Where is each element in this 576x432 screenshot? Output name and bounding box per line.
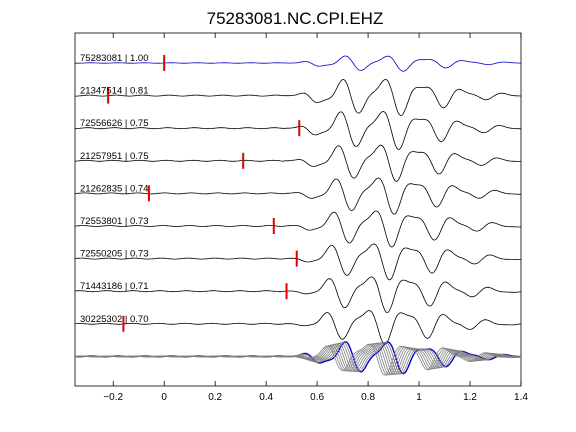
x-tick-label: 0.2 — [208, 392, 222, 403]
reference-trace — [75, 55, 521, 72]
trace-row: 72556626 | 0.75 — [75, 111, 521, 150]
trace-line — [74, 276, 522, 314]
trace-label: 75283081 | 1.00 — [80, 53, 149, 64]
trace-line — [75, 111, 521, 150]
trace-row: 75283081 | 1.00 — [75, 53, 521, 72]
trace-line — [74, 144, 522, 182]
x-tick-label: 0.6 — [310, 392, 324, 403]
trace-row: 71443186 | 0.71 — [74, 276, 522, 314]
chart-title: 75283081.NC.CPI.EHZ — [207, 9, 384, 28]
stack-trace — [74, 343, 522, 376]
x-tick-label: 0.8 — [361, 392, 375, 403]
x-tick-label: 1.4 — [514, 392, 528, 403]
trace-label: 71443186 | 0.71 — [80, 281, 149, 292]
stack-trace — [74, 342, 521, 376]
trace-row: 21262835 | 0.74 — [74, 177, 521, 215]
x-tick-label: 0.4 — [259, 392, 273, 403]
stack-trace — [74, 343, 522, 376]
x-tick-label: 1.2 — [463, 392, 477, 403]
trace-row: 72553801 | 0.73 — [74, 210, 522, 248]
x-tick-label: −0.2 — [103, 392, 123, 403]
trace-label: 72556626 | 0.75 — [80, 118, 149, 129]
trace-line — [75, 79, 521, 116]
x-tick-label: 0 — [161, 392, 167, 403]
plot-frame — [74, 32, 522, 387]
trace-label: 21347514 | 0.81 — [80, 86, 149, 97]
trace-label: 72553801 | 0.73 — [80, 216, 149, 227]
x-tick-label: 1 — [416, 392, 422, 403]
stack-trace — [74, 343, 522, 376]
trace-label: 21257951 | 0.75 — [80, 151, 149, 162]
trace-group: 75283081 | 1.00 21347514 | 0.81 72556626 |… — [74, 53, 522, 345]
x-axis: −0.2 0 0.2 0.4 0.6 0.8 1 1.2 1.4 — [103, 33, 528, 403]
trace-row: 72550205 | 0.73 — [74, 243, 522, 281]
trace-line — [74, 243, 522, 281]
trace-line — [74, 310, 522, 345]
trace-label: 21262835 | 0.74 — [80, 183, 149, 194]
trace-row: 21347514 | 0.81 — [75, 79, 521, 116]
stack-trace — [74, 342, 521, 376]
trace-line — [74, 210, 522, 248]
stack-trace — [74, 342, 522, 375]
trace-label: 72550205 | 0.73 — [80, 249, 149, 260]
stacked-traces — [74, 341, 522, 376]
trace-row: 30225302 | 0.70 — [74, 310, 522, 345]
trace-label: 30225302 | 0.70 — [80, 314, 149, 325]
trace-row: 21257951 | 0.75 — [74, 144, 522, 182]
